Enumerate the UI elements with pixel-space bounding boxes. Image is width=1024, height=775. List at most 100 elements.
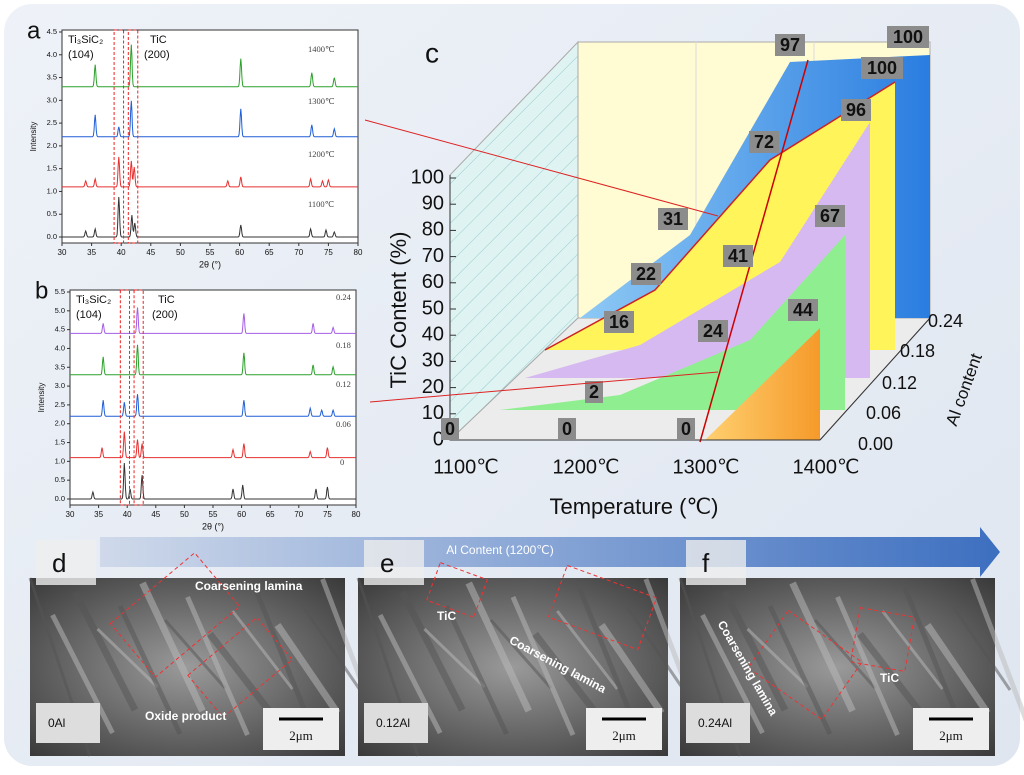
annotation: TiC (880, 671, 899, 685)
y-tick-label: 0.5 (55, 475, 65, 484)
z-tick-label: 0.18 (900, 341, 935, 361)
y-tick-label: 0.0 (55, 494, 65, 503)
x-tick-label: 55 (209, 510, 218, 519)
y-tick-label: 60 (422, 271, 444, 293)
y-tick-label: 10 (422, 402, 444, 424)
peak-label: TiC (150, 34, 167, 46)
x-tick-label: 40 (117, 248, 126, 257)
x-tick-label: 80 (354, 248, 363, 257)
z-tick-label: 0.00 (858, 434, 893, 454)
y-tick-label: 0.5 (47, 209, 57, 218)
curve-label: 1400℃ (308, 44, 335, 54)
data-label: 97 (780, 35, 800, 55)
panel-label: c (425, 37, 439, 68)
data-label: 0 (562, 419, 572, 439)
x-tick-label: 65 (266, 510, 275, 519)
peak-label: (200) (144, 49, 170, 61)
x-tick-label: 40 (123, 510, 132, 519)
x-tick-label: 50 (180, 510, 189, 519)
y-tick-label: 3.0 (47, 95, 57, 104)
y-tick-label: 90 (422, 192, 444, 214)
peak-label: (104) (68, 49, 94, 61)
panel-label: e (380, 548, 394, 578)
y-tick-label: 30 (422, 350, 444, 372)
data-label: 0 (445, 419, 455, 439)
x-axis-title: 2θ (°) (199, 259, 221, 269)
sample-label: 0.24Al (698, 716, 732, 730)
x-axis-title: 2θ (°) (202, 521, 224, 531)
y-tick-label: 4.0 (55, 343, 65, 352)
x-tick-label: 65 (265, 248, 274, 257)
annotation: TiC (437, 609, 456, 623)
curve-label: 0.24 (336, 292, 352, 302)
y-tick-label: 100 (411, 166, 444, 188)
peak-label: TiC (158, 294, 175, 306)
y-tick-label: 20 (422, 376, 444, 398)
data-label: 16 (609, 312, 629, 332)
x-tick-label: 30 (58, 248, 67, 257)
scale-label: 2μm (939, 728, 963, 743)
x-tick-label: 60 (237, 510, 246, 519)
curve-label: 0.06 (336, 419, 351, 429)
x-tick-label: 70 (294, 510, 303, 519)
y-tick-label: 3.5 (47, 73, 57, 82)
x-tick-label: 1100℃ (433, 456, 498, 478)
peak-label: (200) (152, 309, 178, 321)
curve-label: 1200℃ (308, 149, 335, 159)
peak-label: Ti₃SiC₂ (76, 294, 111, 306)
y-tick-label: 4.0 (47, 50, 57, 59)
y-tick-label: 2.5 (55, 400, 65, 409)
y-tick-label: 1.5 (47, 164, 57, 173)
z-tick-label: 0.24 (928, 311, 963, 331)
sample-label: 0Al (48, 716, 65, 730)
x-tick-label: 1300℃ (673, 456, 740, 478)
z-tick-label: 0.06 (866, 403, 901, 423)
sample-bg (36, 703, 100, 743)
y-axis-title: Intensity (37, 383, 46, 413)
data-label: 72 (754, 132, 774, 152)
y-tick-label: 2.0 (47, 141, 57, 150)
x-tick-label: 70 (294, 248, 303, 257)
y-tick-label: 3.0 (55, 381, 65, 390)
y-tick-label: 4.5 (47, 27, 57, 36)
x-tick-label: 50 (176, 248, 185, 257)
curve-label: 1300℃ (308, 96, 335, 106)
data-label: 22 (636, 264, 656, 284)
y-tick-label: 1.0 (55, 456, 65, 465)
scale-label: 2μm (612, 728, 636, 743)
y-tick-label: 50 (422, 297, 444, 319)
label-bg (686, 540, 746, 585)
y-tick-label: 5.5 (55, 287, 65, 296)
data-label: 0 (681, 419, 691, 439)
panel-label: a (27, 17, 41, 44)
y-tick-label: 3.5 (55, 362, 65, 371)
y-axis-title: TiC Content (%) (386, 232, 411, 389)
y-axis-title: Intensity (29, 122, 38, 152)
sample-label: 0.12Al (376, 716, 410, 730)
y-tick-label: 2.0 (55, 419, 65, 428)
x-tick-label: 35 (94, 510, 103, 519)
data-label: 67 (820, 206, 840, 226)
peak-label: Ti₃SiC₂ (68, 34, 103, 46)
y-tick-label: 1.0 (47, 186, 57, 195)
data-label: 100 (893, 27, 923, 47)
y-tick-label: 1.5 (55, 438, 65, 447)
curve-label: 1100℃ (308, 199, 335, 209)
panel-label: d (52, 548, 66, 578)
z-tick-label: 0.12 (882, 373, 917, 393)
x-tick-label: 1200℃ (553, 456, 620, 478)
data-label: 41 (728, 246, 748, 266)
panel-label: f (702, 548, 710, 578)
data-label: 44 (793, 300, 813, 320)
x-axis-title: Temperature (℃) (550, 494, 719, 519)
x-tick-label: 75 (324, 248, 333, 257)
data-label: 100 (867, 58, 897, 78)
x-tick-label: 45 (151, 510, 160, 519)
arrow-label: Al Content (1200℃) (446, 543, 554, 557)
peak-label: (104) (76, 309, 102, 321)
data-label: 2 (589, 382, 599, 402)
x-tick-label: 35 (87, 248, 96, 257)
